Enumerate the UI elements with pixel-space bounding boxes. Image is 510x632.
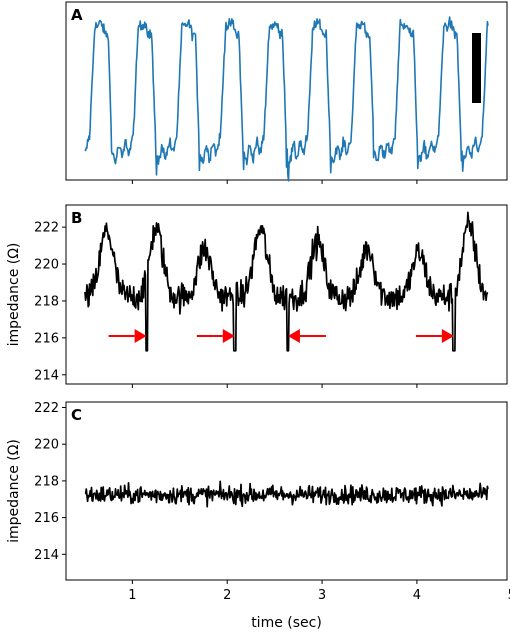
x-tick-label: 2 bbox=[223, 588, 231, 603]
series-line bbox=[84, 480, 489, 508]
panel-letter: A bbox=[71, 6, 83, 24]
y-tick-label: 220 bbox=[34, 438, 59, 453]
series-line bbox=[84, 16, 489, 182]
y-axis-label: impedance (Ω) bbox=[6, 243, 22, 347]
x-tick-label: 5 bbox=[508, 588, 510, 603]
arrow-head bbox=[287, 329, 300, 344]
y-tick-label: 216 bbox=[34, 511, 59, 526]
x-axis-label: time (sec) bbox=[251, 615, 322, 631]
series-line bbox=[84, 211, 489, 352]
axes-frame bbox=[65, 401, 508, 581]
arrow-head bbox=[222, 329, 235, 344]
arrow-head bbox=[441, 329, 454, 344]
axes-frame bbox=[65, 204, 508, 385]
y-axis-label: impedance (Ω) bbox=[6, 439, 22, 543]
x-tick-label: 4 bbox=[413, 588, 421, 603]
axes-frame bbox=[65, 1, 508, 181]
y-tick-label: 216 bbox=[34, 331, 59, 346]
panel-a: A bbox=[65, 1, 508, 184]
arrow-head bbox=[134, 329, 147, 344]
panel-letter: B bbox=[71, 209, 82, 227]
scale-bar bbox=[472, 33, 481, 103]
y-tick-label: 218 bbox=[34, 474, 59, 489]
y-tick-label: 220 bbox=[34, 258, 59, 273]
x-tick-label: 3 bbox=[318, 588, 326, 603]
panel-letter: C bbox=[71, 406, 82, 424]
y-tick-label: 222 bbox=[34, 401, 59, 416]
y-tick-label: 214 bbox=[34, 548, 59, 563]
y-tick-label: 222 bbox=[34, 221, 59, 236]
x-tick-label: 1 bbox=[128, 588, 136, 603]
y-tick-label: 218 bbox=[34, 294, 59, 309]
y-tick-label: 214 bbox=[34, 368, 59, 383]
